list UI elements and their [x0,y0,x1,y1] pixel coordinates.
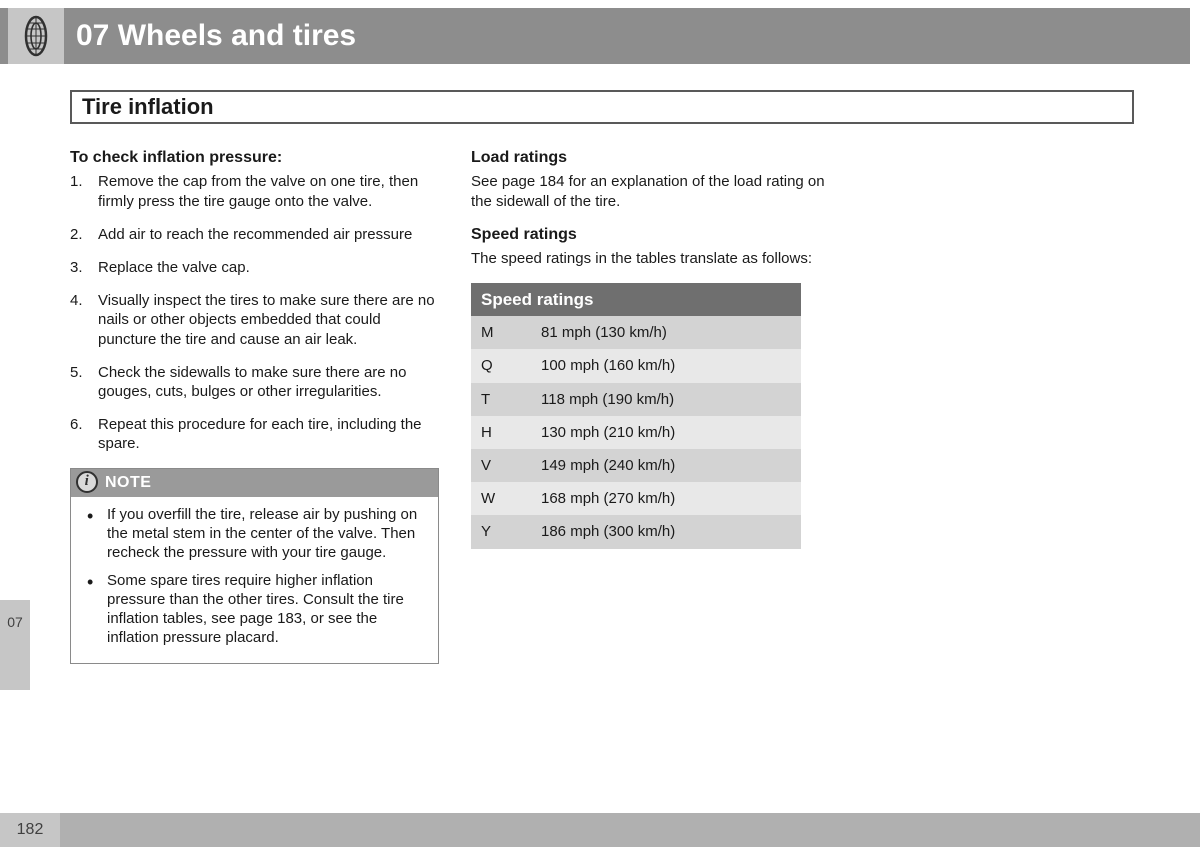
step-item: Replace the valve cap. [70,258,439,277]
column-right: Load ratings See page 184 for an explana… [471,148,840,664]
footer-band [0,813,1200,847]
step-item: Add air to reach the recommended air pre… [70,225,439,244]
note-header: i NOTE [71,469,438,497]
table-row: T118 mph (190 km/h) [471,383,801,416]
step-item: Check the sidewalls to make sure there a… [70,363,439,401]
load-ratings-text: See page 184 for an explanation of the l… [471,172,840,210]
section-title-bar: Tire inflation [70,90,1134,124]
column-left: To check inflation pressure: Remove the … [70,148,439,664]
note-box: i NOTE If you overfill the tire, release… [70,468,439,665]
table-row: Y186 mph (300 km/h) [471,515,801,548]
page-number-box: 182 [0,813,60,847]
side-chapter-tab: 07 [0,600,30,690]
info-icon: i [76,471,98,493]
step-item: Visually inspect the tires to make sure … [70,291,439,349]
section-title: Tire inflation [82,94,214,119]
note-item: If you overfill the tire, release air by… [83,505,426,563]
side-tab-label: 07 [7,614,23,630]
table-row: H130 mph (210 km/h) [471,416,801,449]
table-row: V149 mph (240 km/h) [471,449,801,482]
table-header: Speed ratings [471,283,801,317]
chapter-icon-box [8,8,64,64]
check-pressure-heading: To check inflation pressure: [70,148,439,168]
speed-ratings-text: The speed ratings in the tables translat… [471,249,840,268]
page-number: 182 [17,821,44,839]
speed-ratings-heading: Speed ratings [471,225,840,245]
note-item: Some spare tires require higher inflatio… [83,571,426,648]
note-label: NOTE [105,474,151,491]
speed-ratings-table: Speed ratings M81 mph (130 km/h) Q100 mp… [471,283,801,549]
note-body: If you overfill the tire, release air by… [71,497,438,663]
table-row: Q100 mph (160 km/h) [471,349,801,382]
content-columns: To check inflation pressure: Remove the … [70,148,840,664]
steps-list: Remove the cap from the valve on one tir… [70,172,439,453]
step-item: Remove the cap from the valve on one tir… [70,172,439,210]
load-ratings-heading: Load ratings [471,148,840,168]
table-row: W168 mph (270 km/h) [471,482,801,515]
tire-icon [15,15,57,57]
chapter-title: 07 Wheels and tires [76,19,356,53]
table-row: M81 mph (130 km/h) [471,316,801,349]
chapter-header: 07 Wheels and tires [0,8,1190,64]
step-item: Repeat this procedure for each tire, inc… [70,415,439,453]
